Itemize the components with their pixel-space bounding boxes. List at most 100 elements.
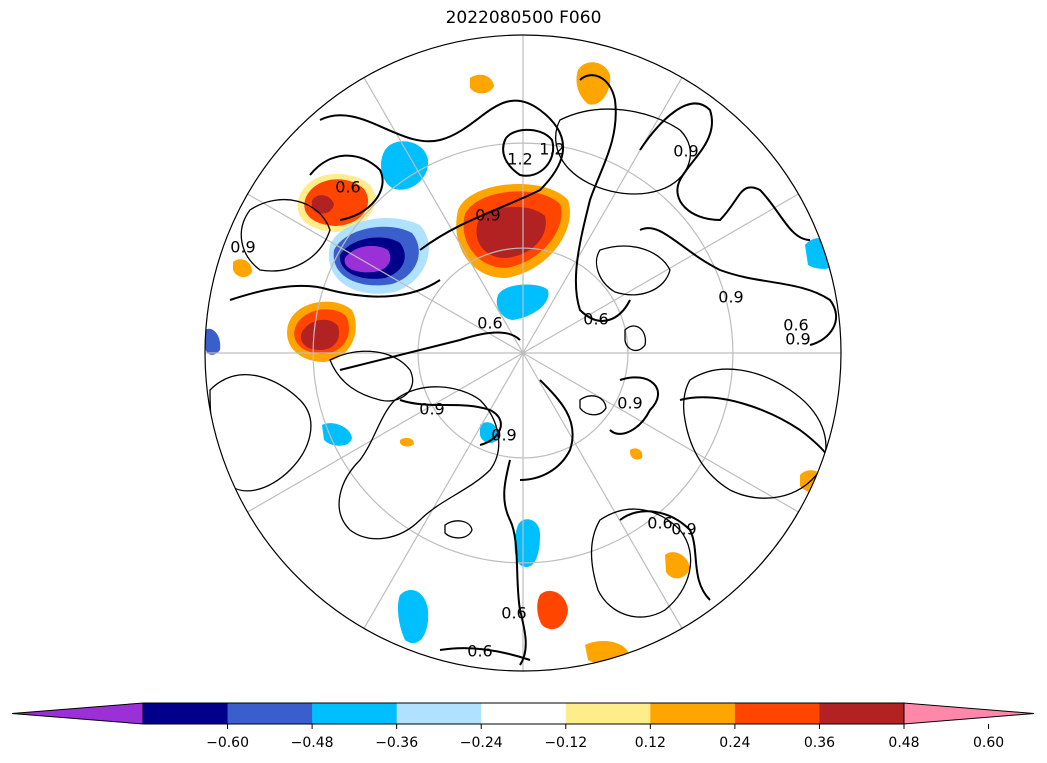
contour-label: 0.6 [501,604,526,623]
contour-labels: 0.60.90.90.90.90.60.60.90.90.90.60.60.61… [230,140,810,661]
contour-line [503,459,527,666]
colorbar-segment [396,703,482,724]
colorbar-segment [650,703,736,724]
anomaly-region [665,552,690,579]
anomaly-region [300,319,340,350]
colorbar-segment [312,703,398,724]
meridian-line [363,352,524,629]
coastline-svalbard [579,395,607,416]
meridian-line [363,77,524,354]
anomaly-region [805,237,841,269]
contour-line [619,510,711,601]
coastline-greenland [338,386,500,540]
contour-label: 0.9 [230,238,255,257]
colorbar-ticks: −0.60 −0.48 −0.36 −0.24 −0.12 0.12 0.24 0.36 0.4… [206,724,1004,751]
colorbar-tick-label: 0.60 [973,735,1004,751]
anomaly-region [630,448,643,460]
anomaly-region [514,519,540,567]
contour-label: 0.6 [335,178,360,197]
contour-line [639,227,837,346]
coastline-eurasia [683,368,827,499]
contour-label: 0.9 [785,330,810,349]
coastline-iceland [444,520,473,539]
contour-line [229,279,441,301]
contour-line [319,99,564,251]
contour-line [502,128,555,177]
contour-label: 0.9 [419,400,444,419]
anomaly-region [476,206,546,258]
contour-label: 0.6 [477,314,502,333]
map-disk: 0.60.90.90.90.90.60.60.90.90.90.60.60.61… [205,35,841,671]
colorbar-outline [142,702,905,725]
contour-label: 0.6 [467,642,492,661]
colorbar-tick-label: −0.24 [460,735,503,751]
colorbar-tick-label: 0.12 [635,735,666,751]
anomaly-region [397,590,429,644]
contour-label: 0.6 [583,310,608,329]
coastline-alaska [240,198,331,272]
anomaly-region [312,195,334,214]
contour-line [639,102,811,241]
anomaly-region [233,259,252,278]
contour-label: 0.6 [783,316,808,335]
colorbar-segment [565,703,651,724]
colorbar-segment [734,703,820,724]
contour-line [309,154,384,221]
anomaly-region [470,74,494,94]
contour-label: 0.9 [617,394,642,413]
coastline-siberia [555,108,691,195]
graticule [205,35,841,671]
contour-label: 0.9 [491,426,516,445]
colorbar-segment [481,703,567,724]
colorbar-tick-label: −0.60 [206,735,249,751]
colorbar-segment [227,703,313,724]
contour-line [574,74,631,322]
coastline-scandinavia [590,508,692,618]
coastline-canada-archipelago [329,350,414,402]
meridian-line [522,352,799,513]
contour-label: 0.9 [673,142,698,161]
contour-label: 0.9 [718,288,743,307]
meridian-line [247,352,524,513]
meridian-line [522,193,799,354]
colorbar-tick-label: −0.48 [291,735,334,751]
anomaly-shading [205,62,841,665]
contour-line [339,331,521,371]
meridian-line [522,77,683,354]
anomaly-region [400,437,414,447]
map-boundary [204,34,842,672]
colorbar-segment [143,703,229,724]
colorbar-tick-label: −0.36 [375,735,418,751]
anomaly-region [576,62,611,105]
coastline-novaya-zemlya [624,325,647,352]
colorbar-extend-high [903,702,1035,725]
colorbar-tick-label: 0.48 [888,735,919,751]
anomaly-region [537,590,568,630]
anomaly-region [322,423,352,446]
meridian-line [247,193,524,354]
contours [229,74,841,666]
colorbar-tick-label: 0.36 [804,735,835,751]
contour-line [439,647,531,661]
colorbar-tick-label: −0.12 [544,735,587,751]
anomaly-region [205,328,221,355]
anomaly-region [344,245,391,273]
contour-label: 1.2 [507,150,532,169]
coastline-taymyr [595,245,671,296]
contour-label: 0.9 [671,520,696,539]
colorbar [11,702,1035,725]
colorbar-tick-label: 0.24 [719,735,750,751]
contour-line [609,376,660,435]
colorbar-extend-low [11,702,144,725]
anomaly-region [380,141,429,190]
anomaly-region [800,470,826,493]
contour-label: 0.6 [647,514,672,533]
map-title: 2022080500 F060 [445,8,602,28]
colorbar-segment [819,703,905,724]
contour-label: 1.2 [539,140,564,159]
meridian-line [522,352,683,629]
contour-line [399,399,502,446]
contour-label: 0.9 [475,206,500,225]
contour-line [519,379,574,481]
